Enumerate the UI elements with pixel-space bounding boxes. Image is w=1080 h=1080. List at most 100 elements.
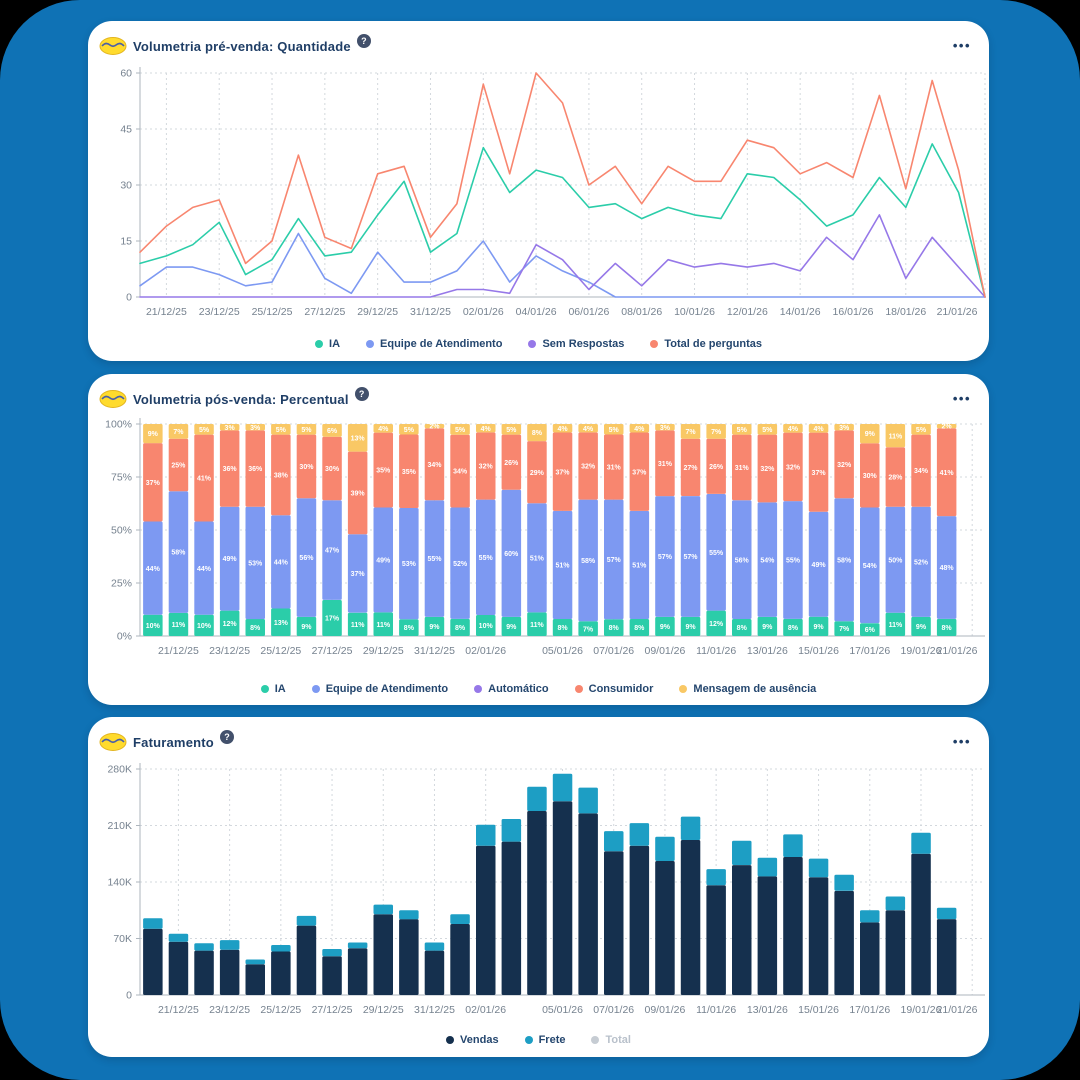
legend-item-frete[interactable]: Frete xyxy=(524,1034,565,1046)
legend-item-ia[interactable]: IA xyxy=(260,683,286,695)
help-icon[interactable]: ? xyxy=(356,34,371,48)
bar-segment-vendas xyxy=(424,950,445,995)
legend-item-vendas[interactable]: Vendas xyxy=(446,1034,499,1046)
ellipsis-menu-icon[interactable]: ••• xyxy=(952,391,971,406)
bar-segment-ia xyxy=(424,616,445,636)
bar-segment-frete xyxy=(936,907,957,920)
bar-segment-ia xyxy=(347,612,368,636)
bar-segment-consumidor xyxy=(936,428,957,517)
bar-segment-consumidor xyxy=(322,436,342,501)
legend-dot-icon xyxy=(524,1036,533,1044)
bar-segment-consumidor xyxy=(783,432,803,502)
svg-text:54%: 54% xyxy=(760,557,775,564)
marketplace-logo-icon xyxy=(98,388,128,410)
legend-dot-icon xyxy=(446,1036,455,1044)
bar-segment-mensagem-de-ausencia xyxy=(604,424,624,435)
legend-label: Total xyxy=(605,1034,631,1046)
svg-text:8%: 8% xyxy=(737,625,748,632)
bar-segment-consumidor xyxy=(245,430,265,507)
bar-segment-vendas xyxy=(552,801,573,995)
bar-segment-equipe-de-atendimento xyxy=(911,506,931,617)
svg-text:3%: 3% xyxy=(660,425,671,432)
pre-venda-legend: IA Equipe de Atendimento Sem Respostas Tota… xyxy=(88,327,989,361)
svg-text:35%: 35% xyxy=(402,469,417,476)
bar-segment-consumidor xyxy=(911,434,931,507)
svg-text:31/12/25: 31/12/25 xyxy=(414,1004,455,1016)
svg-text:51%: 51% xyxy=(555,563,570,570)
svg-text:41%: 41% xyxy=(940,470,955,477)
svg-text:44%: 44% xyxy=(197,566,212,573)
help-icon[interactable]: ? xyxy=(354,387,369,401)
svg-text:17/01/26: 17/01/26 xyxy=(849,645,890,657)
bar-segment-frete xyxy=(194,943,214,951)
bar-segment-consumidor xyxy=(450,434,470,508)
svg-text:17%: 17% xyxy=(325,616,340,623)
page-title: Volumetria pré-venda: Quantidade xyxy=(133,38,351,54)
panel-faturamento: Faturamento ? ••• 21/12/25 23/12/25 25/12/… xyxy=(88,717,989,1057)
help-icon[interactable]: ? xyxy=(219,730,234,744)
bar-segment-frete xyxy=(501,819,522,842)
legend-item-mensagem-de-ausencia[interactable]: Mensagem de ausência xyxy=(679,683,816,695)
bar-segment-ia xyxy=(373,612,393,636)
svg-text:210K: 210K xyxy=(107,820,132,832)
svg-text:58%: 58% xyxy=(171,550,186,557)
bar-segment-ia xyxy=(399,619,419,636)
svg-text:44%: 44% xyxy=(146,566,161,573)
bar-segment-mensagem-de-ausencia xyxy=(296,424,317,435)
bar-segment-frete xyxy=(168,933,189,942)
bar-segment-ia xyxy=(783,618,803,636)
svg-text:36%: 36% xyxy=(248,466,263,473)
bar-segment-equipe-de-atendimento xyxy=(501,489,522,617)
svg-text:21/01/26: 21/01/26 xyxy=(937,1004,978,1016)
svg-text:2%: 2% xyxy=(429,424,440,431)
legend-item-consumidor[interactable]: Consumidor xyxy=(574,683,653,695)
bar-segment-equipe-de-atendimento xyxy=(476,499,496,615)
bar-segment-vendas xyxy=(347,948,368,995)
svg-text:19/01/26: 19/01/26 xyxy=(901,645,942,657)
marketplace-logo-icon xyxy=(98,35,128,57)
svg-text:32%: 32% xyxy=(786,464,801,471)
bar-segment-mensagem-de-ausencia xyxy=(860,424,880,444)
bar-segment-ia xyxy=(706,610,726,636)
svg-text:23/12/25: 23/12/25 xyxy=(209,645,250,657)
series-line-ia xyxy=(139,143,986,298)
bar-segment-mensagem-de-ausencia xyxy=(194,424,214,435)
legend-item-equipe-de-atendimento[interactable]: Equipe de Atendimento xyxy=(366,338,502,350)
legend-item-sem-respostas[interactable]: Sem Respostas xyxy=(528,338,624,350)
svg-text:8%: 8% xyxy=(557,625,568,632)
svg-text:54%: 54% xyxy=(863,563,878,570)
bar-segment-equipe-de-atendimento xyxy=(527,503,547,613)
svg-text:39%: 39% xyxy=(351,491,366,498)
bar-segment-mensagem-de-ausencia xyxy=(399,424,419,435)
bar-segment-ia xyxy=(219,610,240,636)
svg-text:5%: 5% xyxy=(199,427,210,434)
svg-text:10%: 10% xyxy=(197,623,212,630)
svg-text:75%: 75% xyxy=(111,472,132,484)
bar-segment-mensagem-de-ausencia xyxy=(527,424,547,442)
legend-item-total-de-perguntas[interactable]: Total de perguntas xyxy=(650,338,762,350)
bar-segment-consumidor xyxy=(168,438,189,492)
bar-segment-vendas xyxy=(885,910,906,996)
bar-segment-ia xyxy=(501,616,522,636)
bar-segment-frete xyxy=(143,918,163,929)
svg-text:60: 60 xyxy=(120,68,132,80)
ellipsis-menu-icon[interactable]: ••• xyxy=(952,734,971,749)
svg-text:6%: 6% xyxy=(327,428,338,435)
legend-dot-icon xyxy=(260,685,269,693)
svg-text:05/01/26: 05/01/26 xyxy=(542,1004,583,1016)
legend-item-equipe-de-atendimento[interactable]: Equipe de Atendimento xyxy=(311,683,448,695)
bar-segment-mensagem-de-ausencia xyxy=(168,424,189,439)
svg-text:4%: 4% xyxy=(813,426,824,433)
bar-segment-consumidor xyxy=(194,434,214,522)
bar-segment-mensagem-de-ausencia xyxy=(834,424,854,431)
legend-item-total[interactable]: Total xyxy=(591,1034,631,1046)
bar-segment-mensagem-de-ausencia xyxy=(373,424,393,433)
legend-item-ia[interactable]: IA xyxy=(315,338,340,350)
svg-text:11%: 11% xyxy=(889,622,903,629)
svg-text:4%: 4% xyxy=(634,426,645,433)
ellipsis-menu-icon[interactable]: ••• xyxy=(952,38,971,53)
bar-segment-frete xyxy=(552,773,573,802)
bar-segment-equipe-de-atendimento xyxy=(936,516,957,619)
legend-item-automatico[interactable]: Automático xyxy=(474,683,549,695)
bar-segment-ia xyxy=(680,616,701,636)
